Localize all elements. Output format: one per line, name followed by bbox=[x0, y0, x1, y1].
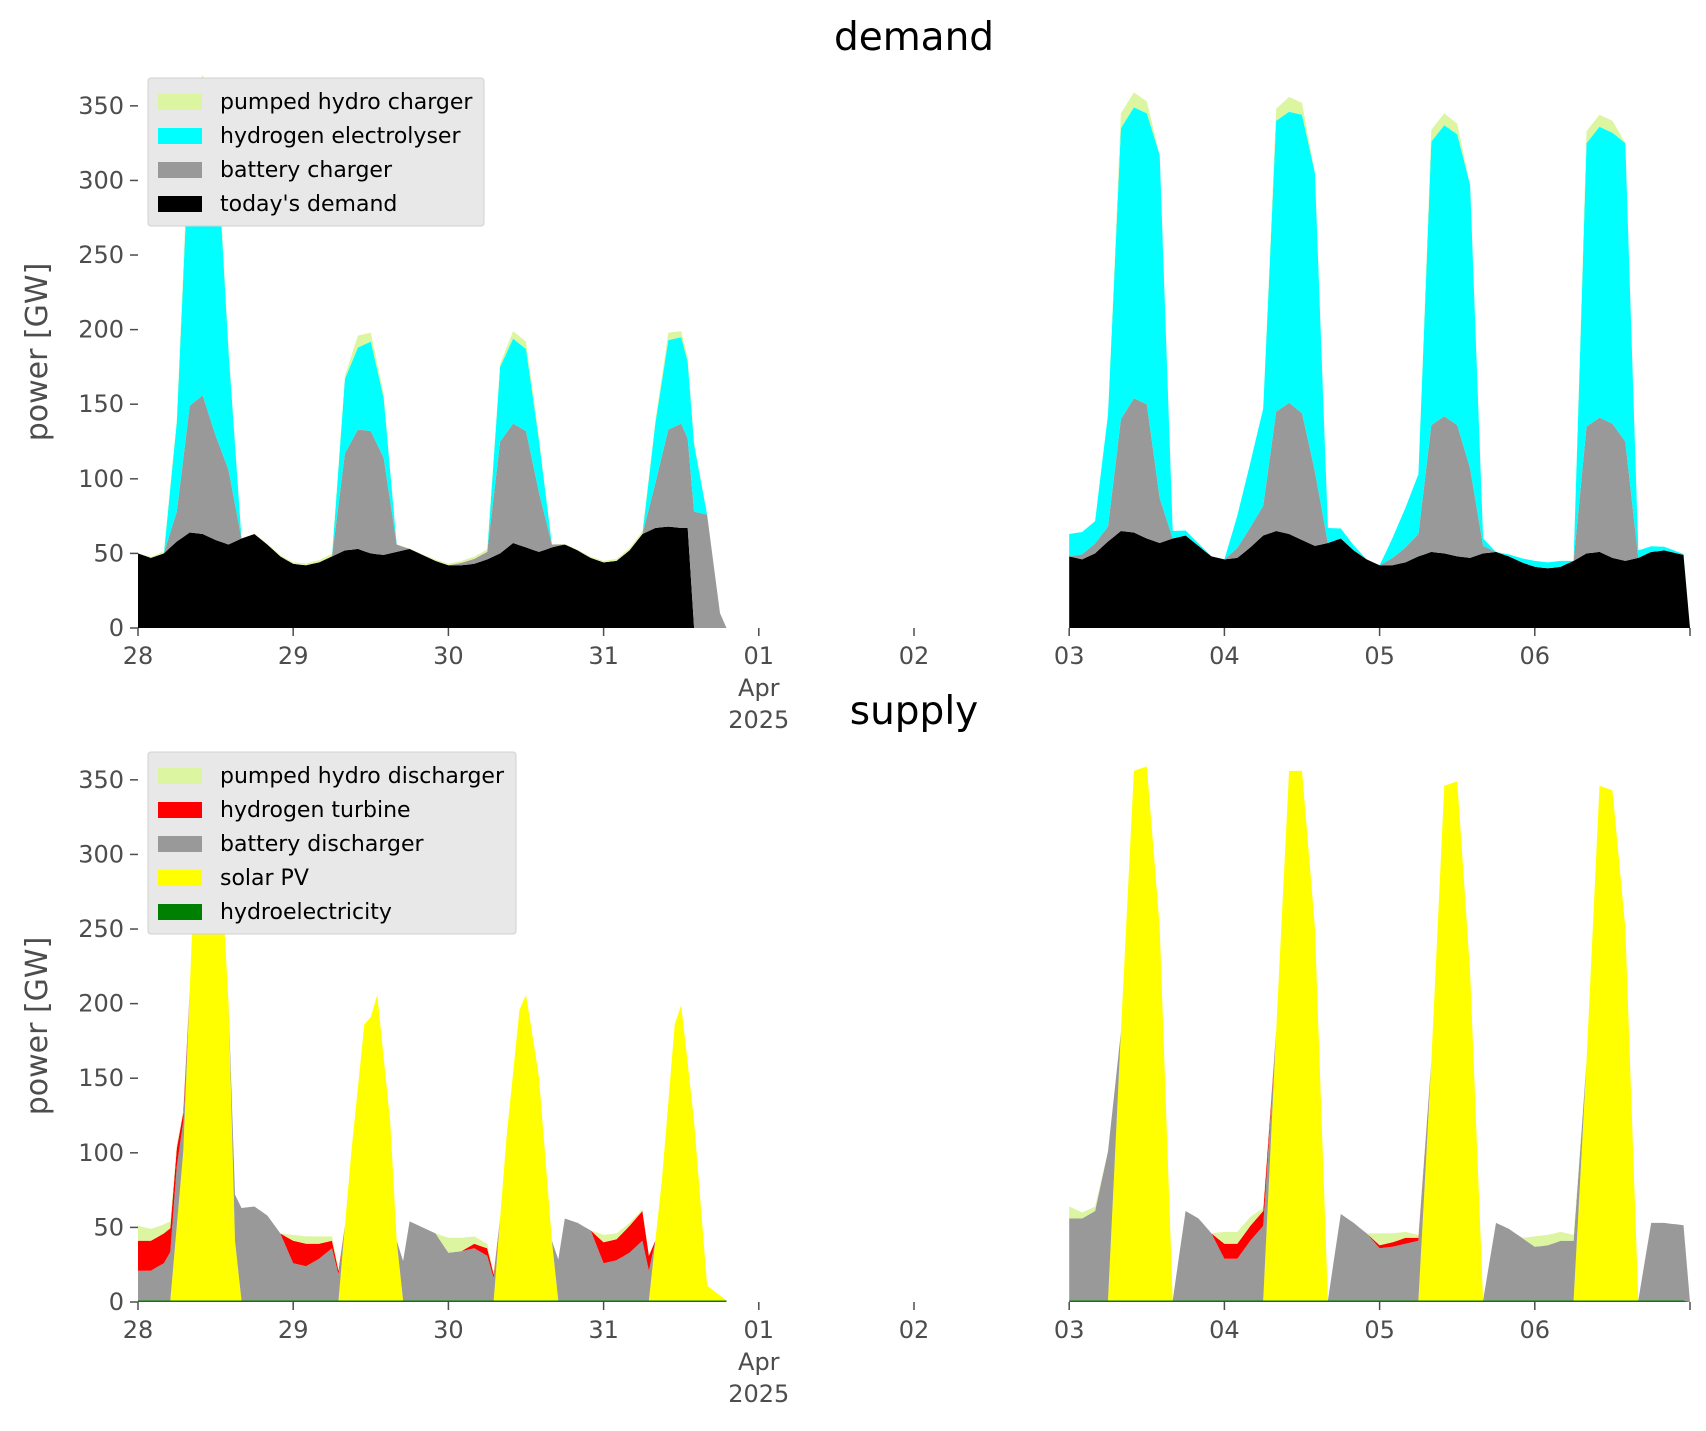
legend-swatch bbox=[158, 870, 202, 886]
series-area-battery-discharger bbox=[138, 766, 1690, 1302]
legend-label: battery discharger bbox=[220, 832, 425, 857]
y-tick-label: 350 bbox=[78, 92, 124, 120]
y-tick-label: 250 bbox=[78, 241, 124, 269]
legend-swatch bbox=[158, 162, 202, 178]
legend-label: solar PV bbox=[220, 866, 309, 891]
x-tick-label: 05 bbox=[1364, 642, 1395, 670]
y-tick-label: 100 bbox=[78, 465, 124, 493]
legend-label: hydrogen electrolyser bbox=[220, 124, 461, 149]
x-tick-label: 03 bbox=[1054, 642, 1085, 670]
legend-label: pumped hydro charger bbox=[220, 90, 473, 115]
x-tick-label: 05 bbox=[1364, 1316, 1395, 1344]
x-tick-label: 30 bbox=[433, 642, 464, 670]
y-tick-label: 200 bbox=[78, 990, 124, 1018]
x-tick-label: 01 bbox=[744, 1316, 775, 1344]
legend-label: hydrogen turbine bbox=[220, 798, 411, 823]
legend-swatch bbox=[158, 196, 202, 212]
legend-swatch bbox=[158, 802, 202, 818]
series-area-hydrogen-turbine bbox=[138, 766, 1690, 1302]
series-area-today-s-demand bbox=[138, 526, 1690, 628]
x-tick-label: 02 bbox=[899, 642, 930, 670]
series-area-solar-pv bbox=[138, 766, 1690, 1302]
legend-label: battery charger bbox=[220, 158, 393, 183]
legend-label: hydroelectricity bbox=[220, 900, 392, 925]
y-tick-label: 100 bbox=[78, 1139, 124, 1167]
series-area-hydroelectricity bbox=[138, 1300, 1690, 1302]
y-tick-label: 50 bbox=[93, 1213, 124, 1241]
legend-swatch bbox=[158, 904, 202, 920]
legend: pumped hydro charger hydrogen electrolyse… bbox=[147, 77, 485, 227]
x-tick-sublabel: 2025 bbox=[728, 1380, 789, 1408]
x-tick-label: 06 bbox=[1520, 1316, 1551, 1344]
x-tick-label: 28 bbox=[123, 642, 154, 670]
x-tick-label: 31 bbox=[588, 642, 619, 670]
x-tick-sublabel: 2025 bbox=[728, 706, 789, 734]
series-layer bbox=[138, 74, 1690, 628]
y-tick-label: 200 bbox=[78, 316, 124, 344]
legend-swatch bbox=[158, 128, 202, 144]
y-tick-label: 300 bbox=[78, 166, 124, 194]
legend-frame bbox=[147, 77, 485, 227]
series-area-battery-charger bbox=[138, 395, 1690, 628]
y-tick-label: 0 bbox=[109, 1288, 124, 1316]
legend-frame bbox=[147, 751, 517, 935]
y-tick-label: 150 bbox=[78, 1064, 124, 1092]
y-axis-label: power [GW] bbox=[20, 937, 55, 1116]
legend: pumped hydro discharger hydrogen turbine b… bbox=[147, 751, 517, 935]
y-tick-label: 250 bbox=[78, 915, 124, 943]
x-tick-label: 03 bbox=[1054, 1316, 1085, 1344]
x-tick-label: 02 bbox=[899, 1316, 930, 1344]
x-tick-label: 04 bbox=[1209, 642, 1240, 670]
y-tick-label: 0 bbox=[109, 614, 124, 642]
legend-label: today's demand bbox=[220, 192, 397, 217]
y-axis-label: power [GW] bbox=[20, 263, 55, 442]
x-tick-sublabel: Apr bbox=[738, 1348, 780, 1376]
chart-title: supply bbox=[850, 689, 978, 734]
x-tick-label: 29 bbox=[278, 642, 309, 670]
legend-swatch bbox=[158, 836, 202, 852]
x-tick-label: 30 bbox=[433, 1316, 464, 1344]
y-tick-label: 350 bbox=[78, 766, 124, 794]
y-tick-label: 150 bbox=[78, 390, 124, 418]
x-tick-label: 04 bbox=[1209, 1316, 1240, 1344]
series-area-hydrogen-electrolyser bbox=[138, 89, 1690, 628]
legend-swatch bbox=[158, 94, 202, 110]
x-tick-label: 01 bbox=[744, 642, 775, 670]
x-tick-label: 29 bbox=[278, 1316, 309, 1344]
chart-title: demand bbox=[834, 15, 994, 60]
legend-label: pumped hydro discharger bbox=[220, 764, 505, 789]
series-layer bbox=[138, 766, 1690, 1302]
y-tick-label: 50 bbox=[93, 539, 124, 567]
x-tick-label: 31 bbox=[588, 1316, 619, 1344]
x-tick-sublabel: Apr bbox=[738, 674, 780, 702]
x-tick-label: 06 bbox=[1520, 642, 1551, 670]
legend-swatch bbox=[158, 768, 202, 784]
y-tick-label: 300 bbox=[78, 840, 124, 868]
x-tick-label: 28 bbox=[123, 1316, 154, 1344]
